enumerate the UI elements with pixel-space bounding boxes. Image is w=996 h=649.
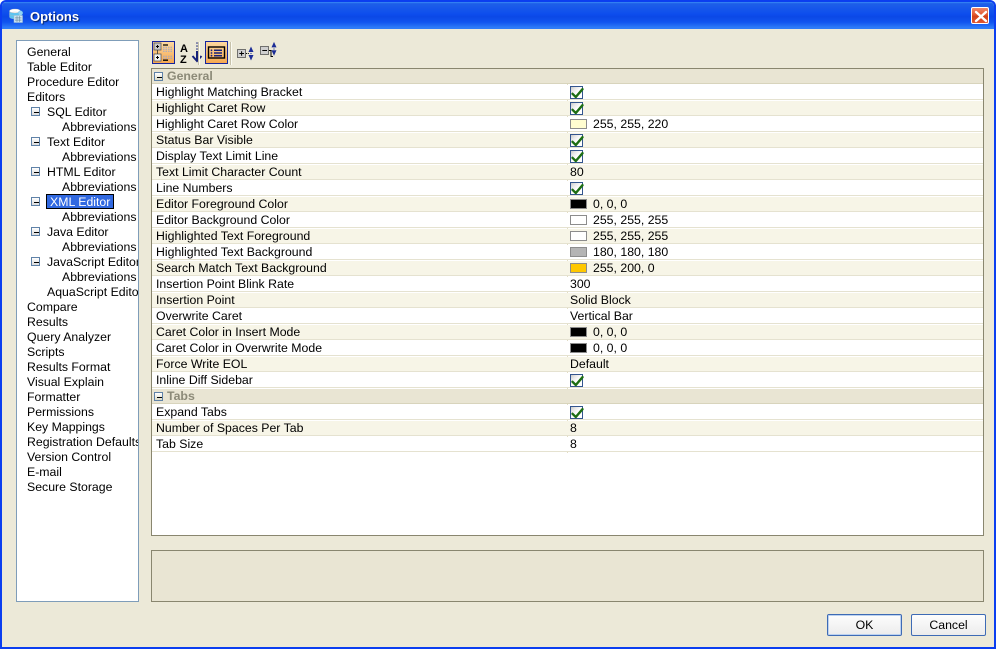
svg-text:Z: Z — [180, 54, 187, 63]
